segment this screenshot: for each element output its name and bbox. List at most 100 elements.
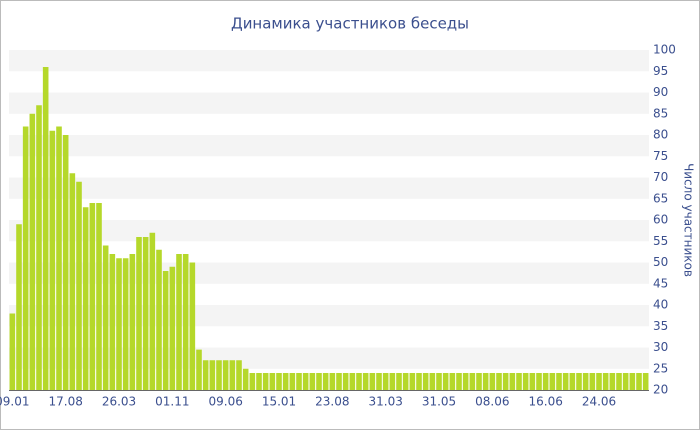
y-tick-label: 90 [653, 85, 668, 99]
grid-band [9, 262, 649, 284]
bar [562, 373, 569, 390]
bar [416, 373, 422, 390]
bar [442, 373, 449, 390]
bar [196, 349, 202, 390]
bar [309, 373, 316, 390]
bar [102, 245, 109, 390]
y-tick-label: 95 [653, 64, 668, 78]
x-tick-label: 17.08 [48, 395, 82, 409]
bar [509, 373, 516, 390]
bar [429, 373, 436, 390]
bar [622, 373, 629, 390]
grid-band [9, 177, 649, 199]
x-tick-label: 31.03 [368, 395, 402, 409]
bar [62, 135, 69, 390]
bar [89, 203, 96, 390]
bar [576, 373, 582, 390]
bar [22, 126, 29, 390]
y-tick-label: 45 [653, 276, 668, 290]
chart-title: Динамика участников беседы [231, 15, 469, 33]
bar [42, 67, 49, 390]
bar [122, 258, 129, 390]
bar [49, 130, 56, 390]
bar [456, 373, 462, 390]
bar [129, 254, 136, 390]
y-tick-label: 30 [653, 340, 668, 354]
bar [362, 373, 369, 390]
bar [342, 373, 349, 390]
bar [156, 249, 162, 390]
bar [96, 203, 102, 390]
grid-band [9, 92, 649, 114]
bar [256, 373, 262, 390]
bar [242, 368, 249, 390]
bar [436, 373, 442, 390]
y-tick-label: 85 [653, 106, 668, 120]
bar [516, 373, 522, 390]
bar [289, 373, 296, 390]
bar [449, 373, 456, 390]
y-tick-label: 50 [653, 255, 668, 269]
bar [496, 373, 502, 390]
bar [76, 181, 82, 390]
bar [502, 373, 509, 390]
bar [69, 173, 76, 390]
bar [169, 266, 176, 390]
grid-band [9, 305, 649, 327]
y-tick-label: 55 [653, 234, 668, 248]
bar [369, 373, 376, 390]
bar [542, 373, 549, 390]
bar [296, 373, 302, 390]
bar [356, 373, 362, 390]
y-tick-label: 70 [653, 170, 668, 184]
bar [409, 373, 416, 390]
y-tick-label: 35 [653, 319, 668, 333]
x-tick-label: 24.06 [582, 395, 616, 409]
bar [556, 373, 562, 390]
bar [209, 360, 216, 390]
x-tick-label: 31.05 [422, 395, 456, 409]
bar [476, 373, 482, 390]
bar [189, 262, 196, 390]
bar [329, 373, 336, 390]
bar [529, 373, 536, 390]
bar [222, 360, 229, 390]
bar [522, 373, 529, 390]
bar [376, 373, 382, 390]
bar [336, 373, 342, 390]
y-axis-title: Число участников [682, 163, 696, 277]
bar [349, 373, 356, 390]
bar [276, 373, 282, 390]
bar [609, 373, 616, 390]
y-tick-label: 40 [653, 298, 668, 312]
bar [136, 237, 142, 390]
grid-band [9, 220, 649, 242]
bar [216, 360, 222, 390]
bar [29, 113, 36, 390]
y-tick-label: 65 [653, 191, 668, 205]
bar [249, 373, 256, 390]
bar [116, 258, 122, 390]
bar [402, 373, 409, 390]
bar [182, 254, 189, 390]
bar [316, 373, 322, 390]
x-tick-label: 09.01 [0, 395, 30, 409]
bar [569, 373, 576, 390]
bar [16, 224, 22, 390]
bar [282, 373, 289, 390]
bar [482, 373, 489, 390]
bar [236, 360, 242, 390]
bar [56, 126, 62, 390]
bar [396, 373, 402, 390]
bar [322, 373, 329, 390]
y-tick-label: 75 [653, 149, 668, 163]
grid-band [9, 135, 649, 157]
y-tick-label: 20 [653, 383, 668, 397]
bar [389, 373, 396, 390]
y-tick-label: 25 [653, 361, 668, 375]
bar [636, 373, 642, 390]
y-tick-label: 100 [653, 43, 676, 57]
bar [142, 237, 149, 390]
bar [176, 254, 182, 390]
